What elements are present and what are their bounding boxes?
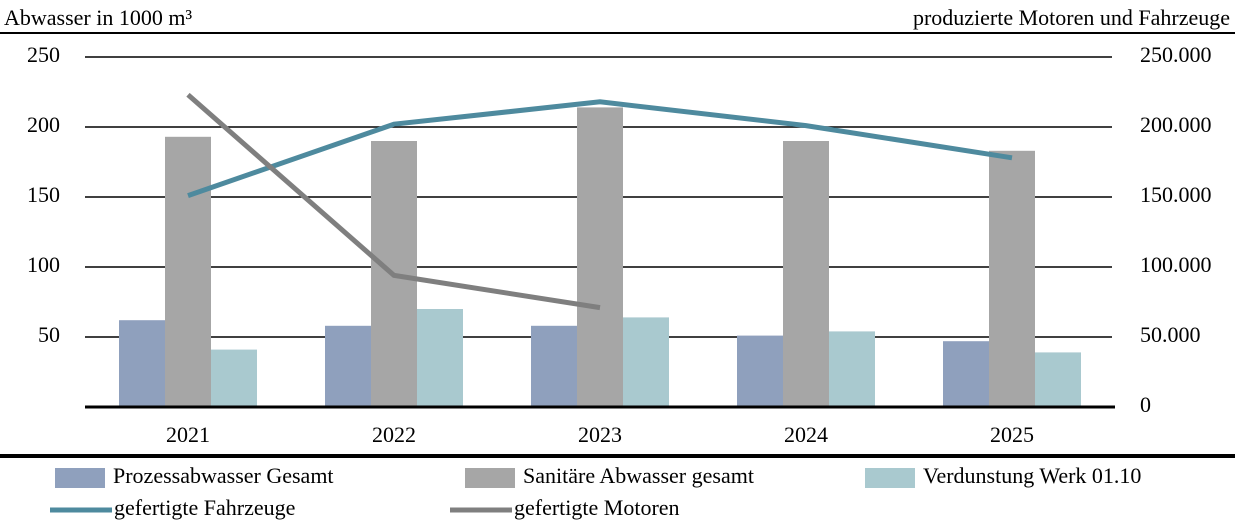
x-tick-label: 2022 — [372, 422, 416, 447]
y-axis-title: Abwasser in 1000 m³ — [4, 5, 192, 30]
bar — [943, 341, 989, 407]
x-tick-label: 2023 — [578, 422, 622, 447]
bar — [1035, 352, 1081, 407]
x-tick-label: 2025 — [990, 422, 1034, 447]
y-tick-label: 250 — [27, 42, 60, 67]
x-tick-label: 2021 — [166, 422, 210, 447]
bar — [211, 350, 257, 407]
legend-label: Sanitäre Abwasser gesamt — [523, 463, 754, 488]
bar — [531, 326, 577, 407]
y-tick-label: 150 — [27, 182, 60, 207]
y2-tick-label: 0 — [1140, 392, 1151, 417]
bar — [623, 317, 669, 407]
bar — [783, 141, 829, 407]
bar — [325, 326, 371, 407]
chart: Abwasser in 1000 m³ produzierte Motoren … — [0, 0, 1235, 522]
y2-tick-label: 100.000 — [1140, 252, 1212, 277]
bar — [119, 320, 165, 407]
y-tick-label: 50 — [38, 322, 60, 347]
legend-label: Prozessabwasser Gesamt — [113, 463, 334, 488]
bar — [737, 336, 783, 407]
bar — [829, 331, 875, 407]
x-tick-label: 2024 — [784, 422, 828, 447]
legend-label: gefertigte Fahrzeuge — [114, 495, 295, 520]
y2-axis-title: produzierte Motoren und Fahrzeuge — [913, 5, 1230, 30]
y2-tick-label: 150.000 — [1140, 182, 1212, 207]
y2-tick-label: 50.000 — [1140, 322, 1201, 347]
legend-label: gefertigte Motoren — [514, 495, 680, 520]
y2-tick-label: 250.000 — [1140, 42, 1212, 67]
bar — [165, 137, 211, 407]
legend-swatch — [55, 468, 105, 488]
bar — [989, 151, 1035, 407]
bar — [577, 107, 623, 407]
y2-tick-label: 200.000 — [1140, 112, 1212, 137]
legend-swatch — [465, 468, 515, 488]
bar — [417, 309, 463, 407]
legend-swatch — [865, 468, 915, 488]
y-tick-label: 200 — [27, 112, 60, 137]
y-tick-label: 100 — [27, 252, 60, 277]
legend-label: Verdunstung Werk 01.10 — [923, 463, 1141, 488]
